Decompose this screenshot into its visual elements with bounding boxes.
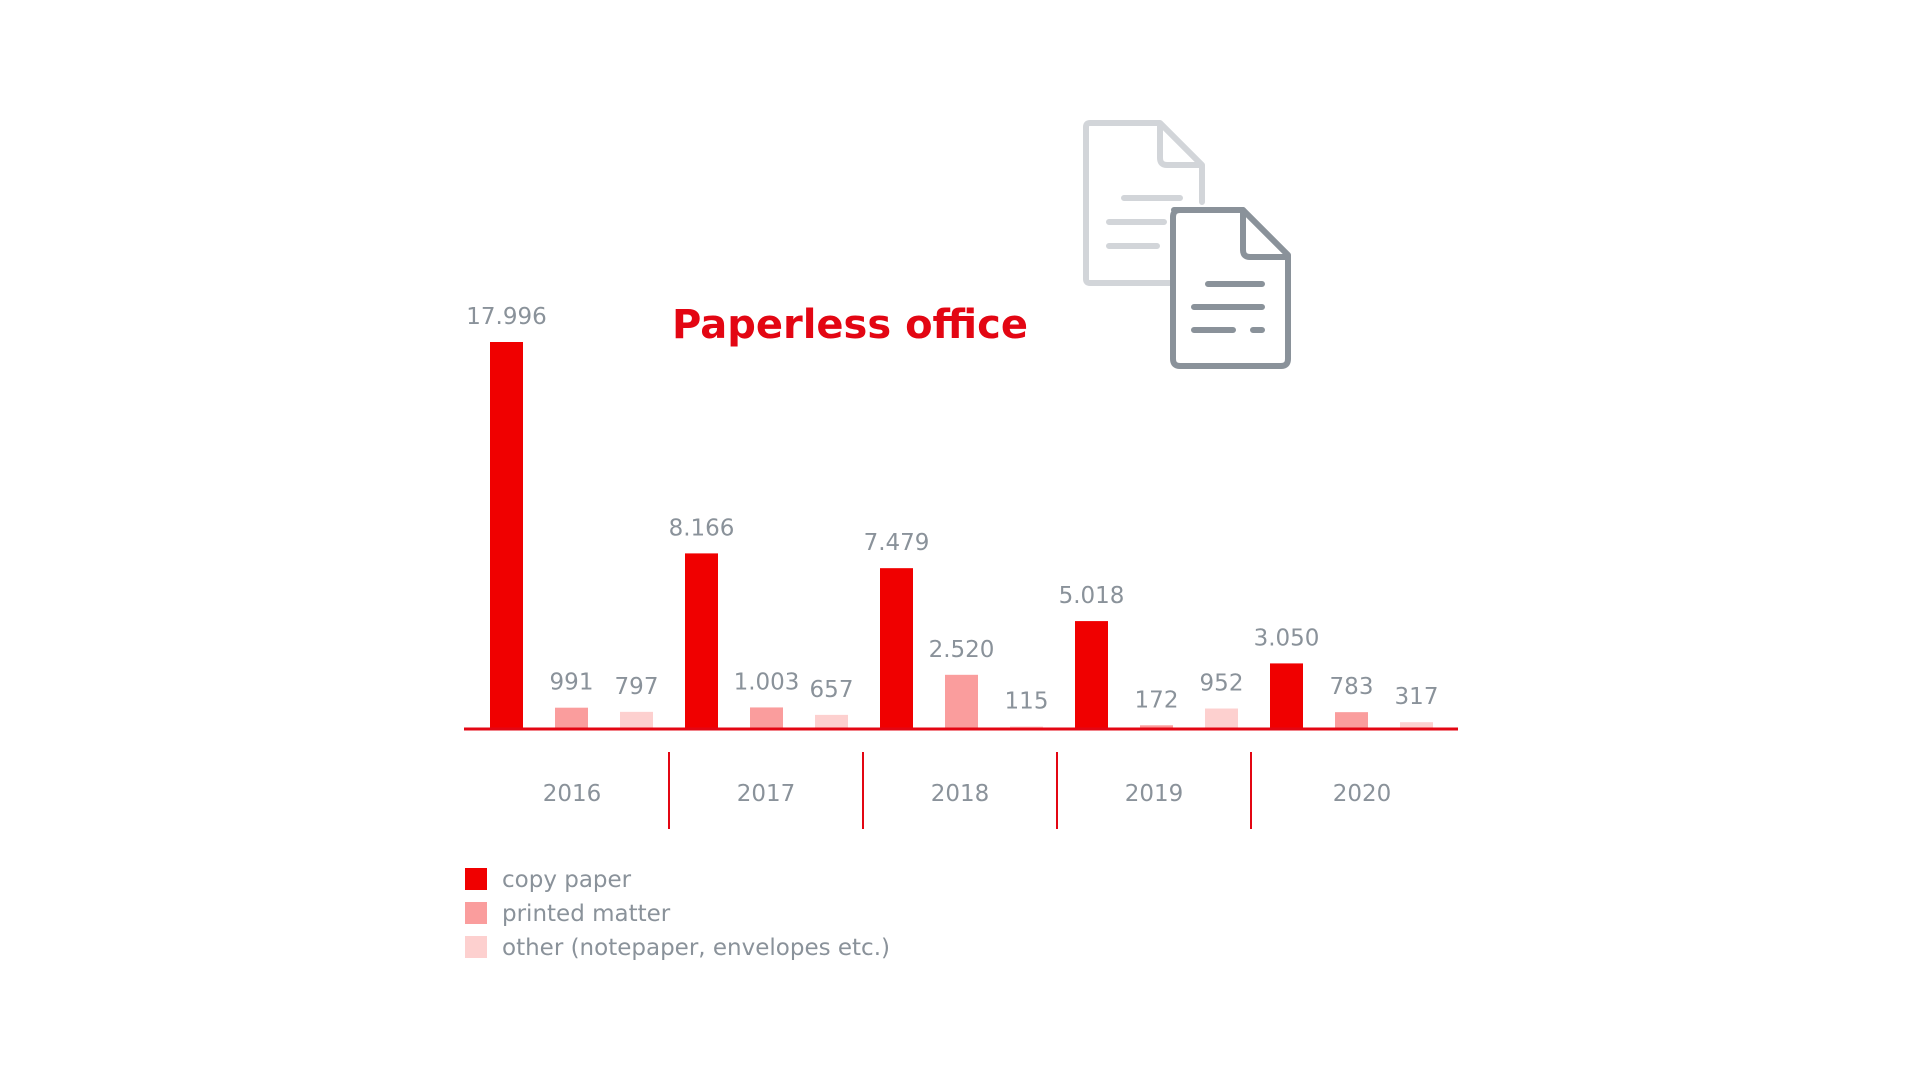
- value-label: 7.479: [864, 530, 930, 556]
- value-label: 2.520: [929, 637, 995, 663]
- bar-2020-printed: [1335, 712, 1368, 729]
- legend: copy paper printed matter other (notepaper…: [465, 867, 890, 961]
- value-label: 1.003: [734, 669, 800, 695]
- category-label: 2018: [931, 781, 990, 807]
- legend-label: printed matter: [502, 901, 671, 927]
- bar-2018-printed: [945, 674, 978, 729]
- bar-2017-other: [815, 714, 848, 729]
- value-label: 657: [810, 677, 854, 703]
- value-label: 991: [550, 670, 594, 696]
- bar-2018-copy: [880, 568, 913, 729]
- bar-2019-other: [1205, 708, 1238, 729]
- value-label: 5.018: [1059, 583, 1125, 609]
- value-label: 172: [1135, 687, 1179, 713]
- bar-2020-other: [1400, 722, 1433, 729]
- bar-2017-copy: [685, 553, 718, 729]
- category-label: 2019: [1125, 781, 1184, 807]
- bars-layer: [490, 342, 1433, 729]
- bar-2016-other: [620, 711, 653, 729]
- legend-swatch: [465, 936, 487, 958]
- category-label: 2016: [543, 781, 602, 807]
- category-labels-layer: 2016 2017 2018 2019 2020: [543, 781, 1392, 807]
- category-label: 2020: [1333, 781, 1392, 807]
- bar-2020-copy: [1270, 663, 1303, 729]
- category-label: 2017: [737, 781, 796, 807]
- value-label: 317: [1395, 684, 1439, 710]
- value-label: 952: [1200, 671, 1244, 697]
- bar-2016-printed: [555, 707, 588, 729]
- legend-label: copy paper: [502, 867, 632, 893]
- legend-swatch: [465, 868, 487, 890]
- chart-title: Paperless office: [672, 302, 1028, 348]
- value-label: 783: [1330, 674, 1374, 700]
- value-label: 115: [1005, 689, 1049, 715]
- value-label: 797: [615, 674, 659, 700]
- bar-2019-printed: [1140, 725, 1173, 729]
- bar-2016-copy: [490, 342, 523, 729]
- legend-label: other (notepaper, envelopes etc.): [502, 935, 890, 961]
- value-labels-layer: 17.996 991 797 8.166 1.003 657 7.479 2.520 115 5.…: [466, 304, 1438, 715]
- value-label: 3.050: [1254, 625, 1320, 651]
- legend-swatch: [465, 902, 487, 924]
- bar-2017-printed: [750, 707, 783, 729]
- value-label: 8.166: [669, 515, 735, 541]
- bar-2019-copy: [1075, 621, 1108, 729]
- category-dividers: [668, 752, 1252, 829]
- documents-icon: [1083, 120, 1291, 369]
- value-label: 17.996: [466, 304, 546, 330]
